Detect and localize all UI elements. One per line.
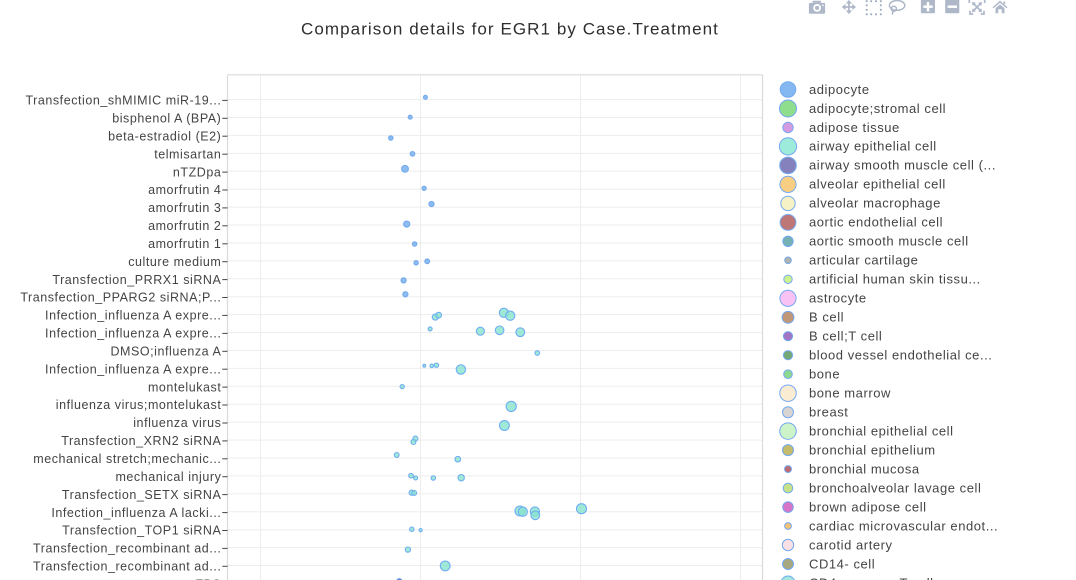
svg-text:aortic smooth muscle cell: aortic smooth muscle cell xyxy=(809,234,969,249)
svg-text:adipocyte: adipocyte xyxy=(809,82,870,97)
svg-text:Transfection_recombinant ad...: Transfection_recombinant ad... xyxy=(33,560,221,574)
svg-text:amorfrutin 3: amorfrutin 3 xyxy=(148,201,221,215)
svg-text:airway epithelial cell: airway epithelial cell xyxy=(809,139,937,154)
svg-text:alveolar macrophage: alveolar macrophage xyxy=(809,196,941,211)
svg-text:adipocyte;stromal cell: adipocyte;stromal cell xyxy=(809,101,946,116)
svg-text:airway smooth muscle cell (...: airway smooth muscle cell (... xyxy=(809,158,996,173)
svg-text:amorfrutin 2: amorfrutin 2 xyxy=(148,219,221,233)
svg-text:Infection_influenza A expre...: Infection_influenza A expre... xyxy=(45,327,221,341)
svg-text:Infection_influenza A expre...: Infection_influenza A expre... xyxy=(45,309,221,323)
svg-text:Transfection_SETX siRNA: Transfection_SETX siRNA xyxy=(62,488,222,502)
svg-text:artificial human skin tissu...: artificial human skin tissu... xyxy=(809,272,981,287)
svg-text:aortic endothelial cell: aortic endothelial cell xyxy=(809,215,943,230)
svg-text:influenza virus;montelukast: influenza virus;montelukast xyxy=(56,398,222,412)
svg-text:bronchoalveolar lavage cell: bronchoalveolar lavage cell xyxy=(809,480,981,495)
svg-text:bronchial epithelium: bronchial epithelium xyxy=(809,442,936,457)
svg-text:amorfrutin 4: amorfrutin 4 xyxy=(148,183,221,197)
svg-text:bronchial mucosa: bronchial mucosa xyxy=(809,461,920,476)
svg-text:Transfection_recombinant ad...: Transfection_recombinant ad... xyxy=(33,542,221,556)
svg-text:adipose tissue: adipose tissue xyxy=(809,120,900,135)
svg-text:telmisartan: telmisartan xyxy=(154,147,221,161)
svg-text:blood vessel endothelial ce...: blood vessel endothelial ce... xyxy=(809,348,992,363)
svg-text:bronchial epithelial cell: bronchial epithelial cell xyxy=(809,423,954,438)
svg-text:CD4: CD4 xyxy=(809,575,837,580)
svg-text:Transfection_XRN2 siRNA: Transfection_XRN2 siRNA xyxy=(61,434,221,448)
svg-text:Transfection_PPARG2 siRNA;P...: Transfection_PPARG2 siRNA;P... xyxy=(20,291,221,305)
svg-text:astrocyte: astrocyte xyxy=(809,291,867,306)
svg-text:DMSO;influenza A: DMSO;influenza A xyxy=(110,345,221,359)
svg-text:Infection_influenza A expre...: Infection_influenza A expre... xyxy=(45,362,221,376)
svg-text:nTZDpa: nTZDpa xyxy=(173,165,221,179)
svg-text:Transfection_PRRX1 siRNA: Transfection_PRRX1 siRNA xyxy=(52,273,221,287)
svg-text:articular cartilage: articular cartilage xyxy=(809,253,918,268)
svg-text:breast: breast xyxy=(809,405,848,420)
svg-text:Transfection_shMIMIC miR-19...: Transfection_shMIMIC miR-19... xyxy=(25,94,221,108)
svg-text:B cell;T cell: B cell;T cell xyxy=(809,329,882,344)
svg-text:CD14- cell: CD14- cell xyxy=(809,556,875,571)
svg-text:carotid artery: carotid artery xyxy=(809,537,893,552)
svg-text:alveolar epithelial cell: alveolar epithelial cell xyxy=(809,177,946,192)
svg-text:T cell: T cell xyxy=(900,575,934,580)
svg-text:beta-estradiol (E2): beta-estradiol (E2) xyxy=(108,129,221,143)
svg-text:Infection_influenza A lacki...: Infection_influenza A lacki... xyxy=(51,506,221,520)
svg-text:B cell: B cell xyxy=(809,310,844,325)
svg-text:cardiac microvascular endot...: cardiac microvascular endot... xyxy=(809,518,998,533)
svg-text:Comparison details for EGR1 by: Comparison details for EGR1 by Case.Trea… xyxy=(301,19,719,38)
svg-text:influenza virus: influenza virus xyxy=(133,416,221,430)
svg-text:bone: bone xyxy=(809,367,840,382)
svg-text:brown adipose cell: brown adipose cell xyxy=(809,499,927,514)
svg-text:bisphenol A (BPA): bisphenol A (BPA) xyxy=(112,112,221,126)
svg-text:montelukast: montelukast xyxy=(148,380,221,394)
svg-text:culture medium: culture medium xyxy=(128,255,221,269)
svg-text:mechanical injury: mechanical injury xyxy=(115,470,221,484)
svg-text:Transfection_TOP1 siRNA: Transfection_TOP1 siRNA xyxy=(62,524,221,538)
svg-text:bone marrow: bone marrow xyxy=(809,386,891,401)
svg-text:amorfrutin 1: amorfrutin 1 xyxy=(148,237,221,251)
svg-text:mechanical stretch;mechanic...: mechanical stretch;mechanic... xyxy=(33,452,221,466)
svg-text:FBS: FBS xyxy=(195,577,221,580)
